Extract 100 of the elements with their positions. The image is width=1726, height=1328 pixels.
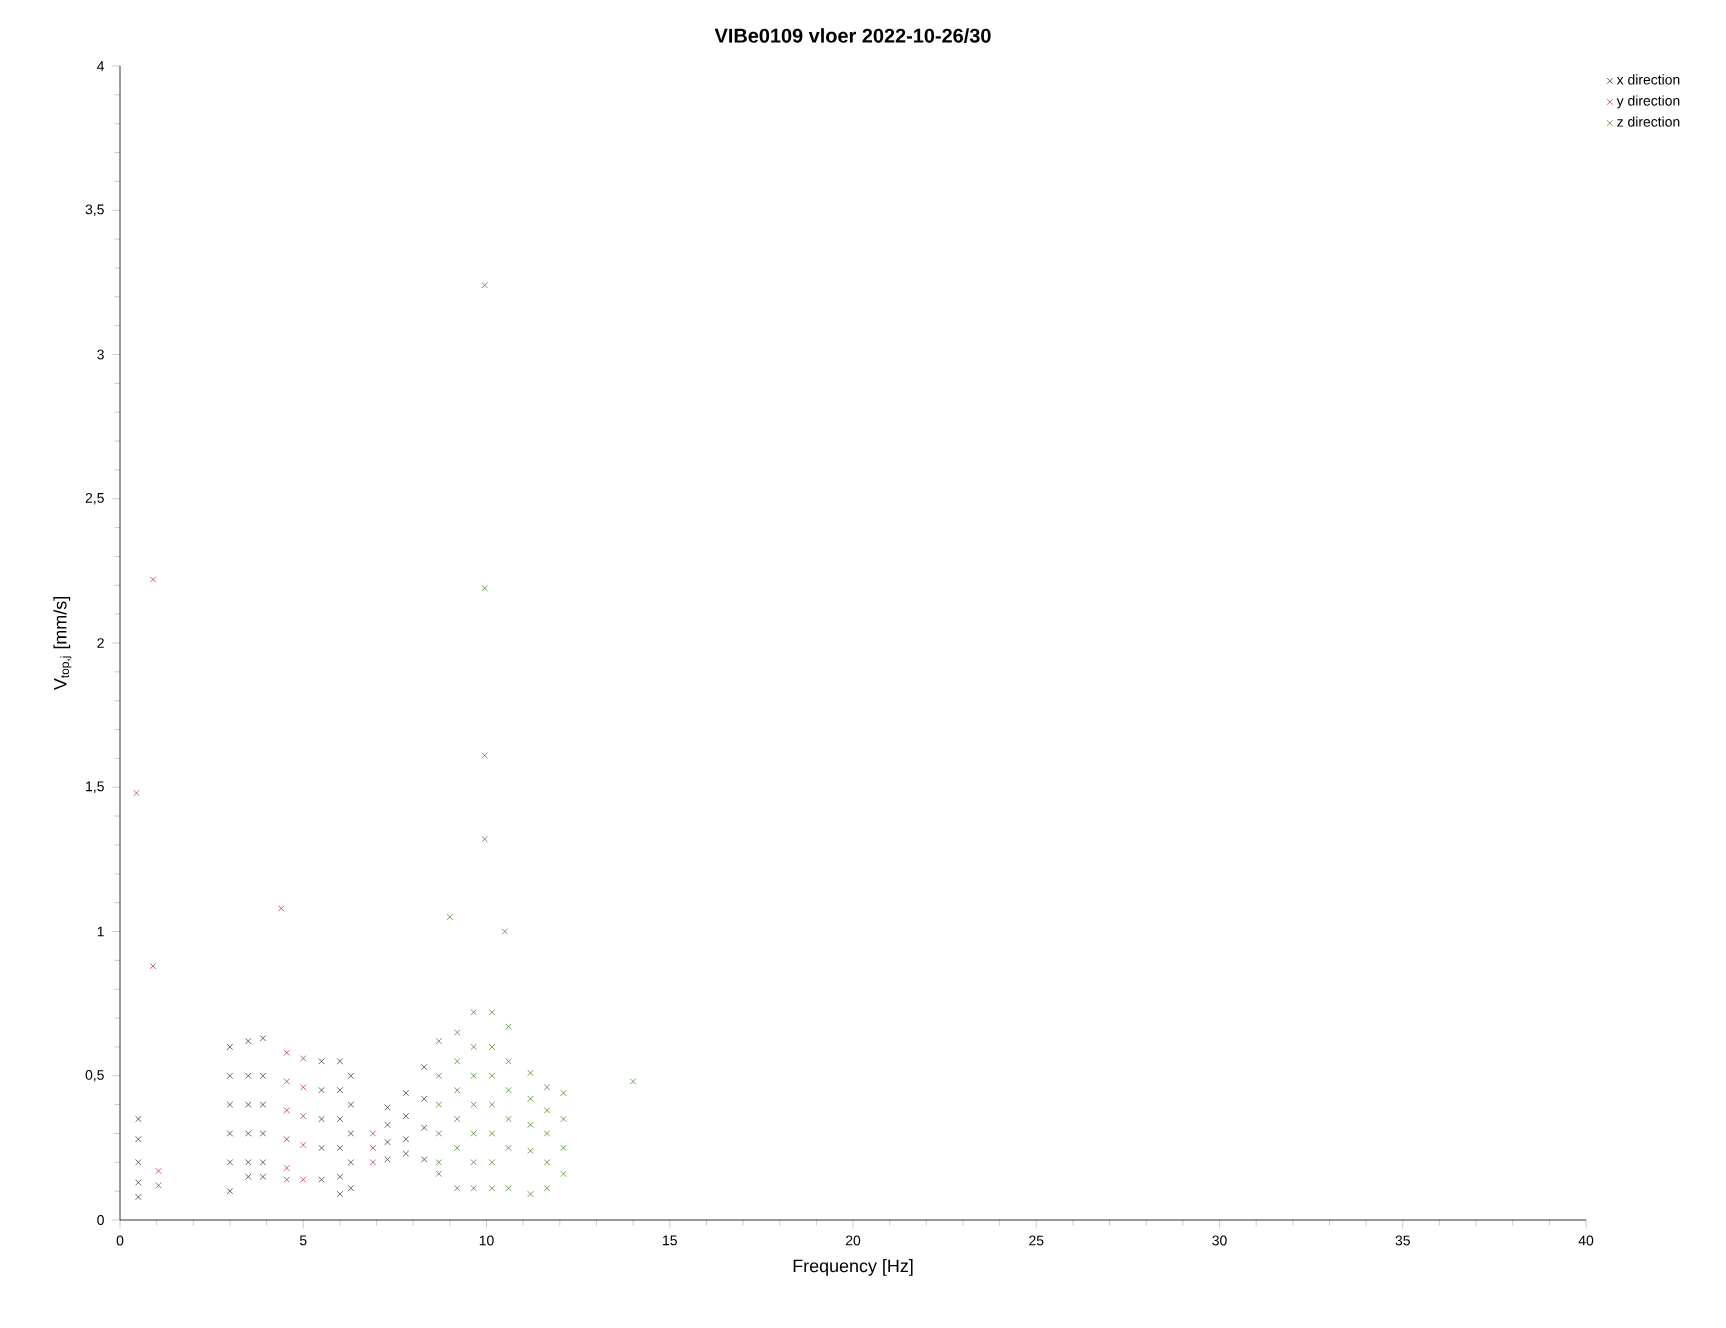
point: [560, 1115, 567, 1123]
point: [226, 1072, 234, 1079]
point: [420, 1156, 428, 1163]
point: [560, 1170, 567, 1178]
point: [283, 1078, 290, 1085]
point: [369, 1130, 377, 1137]
point: [505, 1185, 512, 1192]
point: [245, 1101, 252, 1108]
point: [560, 1144, 567, 1152]
point: [300, 1112, 307, 1120]
y-axis-title: V$_{top,j}$ [mm/s]: [53, 597, 72, 691]
point: [259, 1072, 267, 1079]
point: [226, 1101, 234, 1108]
point: [318, 1086, 325, 1094]
point: [501, 928, 509, 935]
point: [488, 1130, 496, 1137]
point: [347, 1159, 355, 1166]
point: [527, 1147, 534, 1154]
point: [481, 282, 488, 289]
chart-title: VIBe0109 vloer 2022-10-26/30: [714, 28, 991, 43]
point: [347, 1130, 355, 1137]
point: [470, 1009, 477, 1016]
point: [402, 1136, 410, 1143]
point: [527, 1190, 534, 1198]
point: [481, 835, 488, 843]
point: [470, 1072, 477, 1079]
point: [435, 1170, 443, 1178]
point: [527, 1095, 534, 1103]
point: [470, 1043, 477, 1051]
point: [420, 1124, 428, 1131]
point: [560, 1089, 567, 1097]
point: [488, 1009, 496, 1016]
point: [505, 1058, 512, 1065]
point: [259, 1173, 267, 1180]
point: [259, 1130, 267, 1137]
point: [135, 1193, 142, 1201]
point: [470, 1159, 477, 1166]
point: [453, 1144, 461, 1152]
point: [318, 1144, 325, 1152]
point: [336, 1173, 344, 1180]
point: [384, 1121, 391, 1129]
point: [318, 1058, 325, 1065]
x-axis-title: Frequency [Hz]: [793, 1259, 913, 1276]
point: [283, 1164, 290, 1172]
point: [488, 1072, 496, 1079]
point: [402, 1089, 410, 1097]
point: [470, 1130, 477, 1137]
point: [505, 1115, 512, 1123]
point: [300, 1084, 307, 1091]
point: [629, 1078, 637, 1085]
point: [155, 1182, 162, 1189]
point: [453, 1058, 461, 1065]
point: [283, 1136, 290, 1143]
point: [347, 1185, 355, 1192]
point: [336, 1115, 344, 1123]
point: [420, 1063, 428, 1071]
point: [543, 1084, 551, 1091]
point: [481, 584, 488, 592]
point: [435, 1130, 443, 1137]
point: [226, 1187, 234, 1195]
point: [245, 1037, 252, 1045]
point: [470, 1101, 477, 1108]
point: [347, 1072, 355, 1079]
point: [481, 752, 488, 759]
point: [488, 1101, 496, 1108]
point: [470, 1185, 477, 1192]
point: [543, 1107, 551, 1114]
point: [300, 1055, 307, 1062]
point: [527, 1069, 534, 1077]
point: [149, 962, 157, 970]
point: [283, 1107, 290, 1114]
point: [453, 1115, 461, 1123]
point: [283, 1176, 290, 1183]
point: [453, 1029, 461, 1036]
point: [259, 1035, 267, 1042]
point: [259, 1101, 267, 1108]
point: [369, 1144, 377, 1152]
point: [135, 1136, 142, 1143]
point: [135, 1159, 142, 1166]
point: [420, 1095, 428, 1103]
point: [505, 1023, 512, 1030]
point: [135, 1115, 142, 1123]
point: [402, 1112, 410, 1120]
point: [435, 1159, 443, 1166]
point: [259, 1159, 267, 1166]
point: [283, 1049, 290, 1056]
point: [435, 1072, 443, 1079]
point: [226, 1159, 234, 1166]
point: [149, 576, 157, 583]
point: [336, 1144, 344, 1152]
point: [543, 1185, 551, 1192]
point: [135, 1179, 142, 1186]
point: [318, 1176, 325, 1183]
point: [336, 1058, 344, 1065]
point: [505, 1086, 512, 1094]
point: [133, 789, 140, 797]
point: [278, 905, 285, 912]
point: [226, 1043, 234, 1051]
point: [300, 1176, 307, 1183]
point: [369, 1159, 377, 1166]
